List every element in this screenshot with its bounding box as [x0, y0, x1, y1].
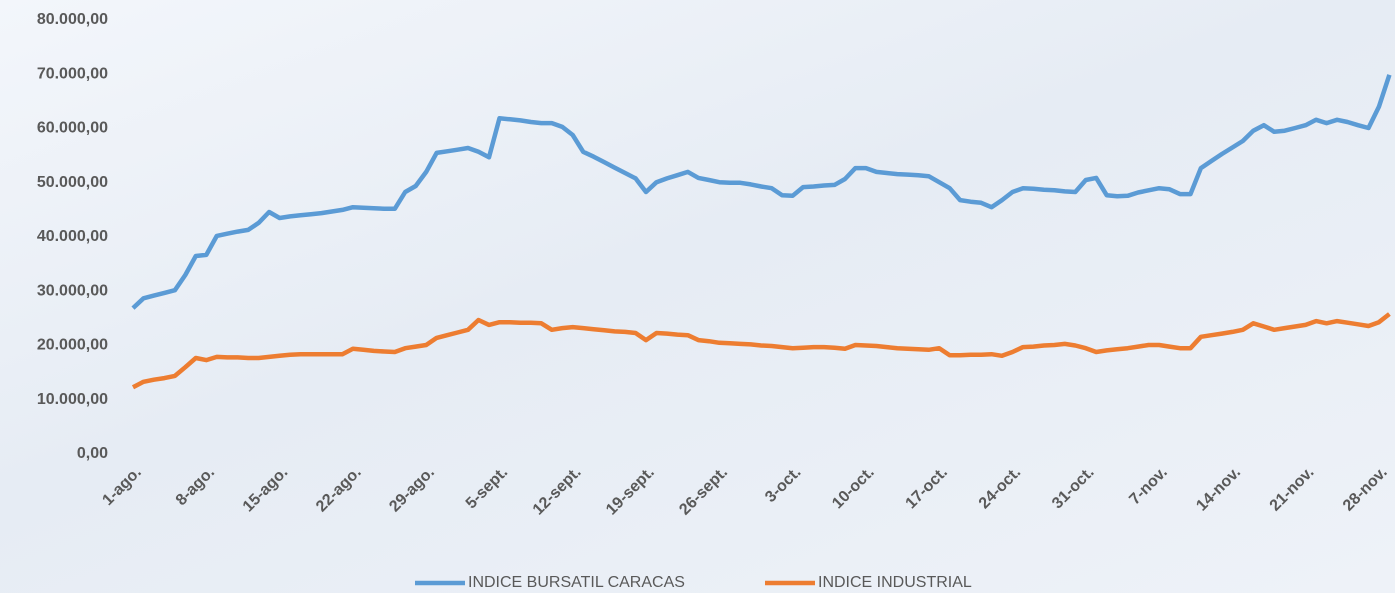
legend-label: INDICE INDUSTRIAL [818, 574, 972, 591]
series-line [133, 314, 1389, 387]
x-tick-label: 24-oct. [976, 464, 1025, 513]
x-tick-label: 29-ago. [386, 464, 438, 516]
y-tick-label: 60.000,00 [37, 120, 108, 137]
x-tick-label: 19-sept. [603, 464, 658, 519]
x-tick-label: 14-nov. [1193, 464, 1244, 515]
y-tick-label: 70.000,00 [37, 65, 108, 82]
y-tick-label: 30.000,00 [37, 282, 108, 299]
y-tick-label: 20.000,00 [37, 337, 108, 354]
x-tick-label: 28-nov. [1340, 464, 1391, 515]
x-tick-label: 22-ago. [313, 464, 365, 516]
x-tick-label: 31-oct. [1049, 464, 1098, 513]
x-tick-label: 8-ago. [173, 464, 218, 509]
y-tick-label: 80.000,00 [37, 11, 108, 28]
y-tick-label: 10.000,00 [37, 391, 108, 408]
y-tick-label: 0,00 [77, 445, 108, 462]
x-tick-label: 10-oct. [829, 464, 878, 513]
x-tick-label: 1-ago. [99, 464, 144, 509]
x-tick-label: 15-ago. [240, 464, 292, 516]
x-tick-label: 7-nov. [1126, 464, 1171, 509]
x-tick-label: 12-sept. [530, 464, 585, 519]
x-tick-label: 17-oct. [903, 464, 952, 513]
series-line [133, 75, 1389, 308]
x-tick-label: 21-nov. [1267, 464, 1318, 515]
y-tick-label: 50.000,00 [37, 174, 108, 191]
legend-label: INDICE BURSATIL CARACAS [468, 574, 685, 591]
x-tick-label: 3-oct. [762, 464, 804, 506]
x-tick-label: 26-sept. [676, 464, 731, 519]
chart: 0,00 10.000,00 20.000,00 30.000,00 40.000,00… [0, 0, 1395, 593]
x-tick-label: 5-sept. [463, 464, 512, 513]
y-tick-label: 40.000,00 [37, 228, 108, 245]
